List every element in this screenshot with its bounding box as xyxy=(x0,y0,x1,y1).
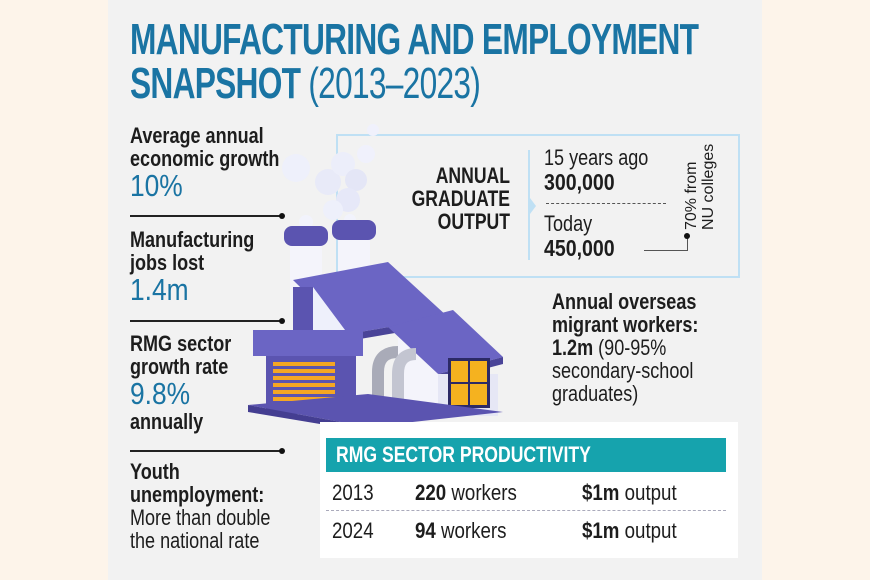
stat-rmg-growth: RMG sector growth rate 9.8% annually xyxy=(130,332,290,433)
today-value: 450,000 xyxy=(544,235,615,261)
connector-line xyxy=(687,236,688,251)
stat-label: growth rate xyxy=(130,354,229,379)
workers-num: 94 xyxy=(415,518,436,543)
workers-label: workers xyxy=(451,480,517,505)
stat-suffix: annually xyxy=(130,409,204,434)
arrow-right-icon xyxy=(530,198,536,214)
graduate-output-title: ANNUAL GRADUATE OUTPUT xyxy=(412,164,510,233)
stat-label: RMG sector xyxy=(130,331,232,356)
infographic-panel: MANUFACTURING AND EMPLOYMENT SNAPSHOT (2… xyxy=(108,0,762,580)
graduates-past: 15 years ago 300,000 xyxy=(544,145,671,195)
stat-detail: More than double xyxy=(130,505,271,530)
output-label: output xyxy=(624,480,677,505)
title-line: ANNUAL xyxy=(435,163,510,188)
graduate-output-box: ANNUAL GRADUATE OUTPUT 15 years ago 300,… xyxy=(336,134,740,278)
stat-value: 10% xyxy=(130,168,183,203)
graduates-today: Today 450,000 xyxy=(544,211,627,261)
page-title: MANUFACTURING AND EMPLOYMENT SNAPSHOT (2… xyxy=(130,15,699,106)
stat-value: 1.4m xyxy=(130,272,189,307)
title-line: GRADUATE xyxy=(411,186,510,211)
row-year: 2024 xyxy=(332,518,374,543)
past-label: 15 years ago xyxy=(544,145,649,170)
stat-youth-unemployment: Youth unemployment: More than double the… xyxy=(130,460,290,552)
note-line: NU colleges xyxy=(700,143,717,230)
dashed-divider xyxy=(546,203,666,204)
stat-jobs-lost: Manufacturing jobs lost 1.4m xyxy=(130,228,290,306)
migrant-label: migrant workers: xyxy=(552,312,699,337)
stat-economic-growth: Average annual economic growth 10% xyxy=(130,124,290,202)
stat-label: Youth xyxy=(130,459,180,484)
factory-illustration-icon xyxy=(248,124,503,432)
stat-label: jobs lost xyxy=(130,250,205,275)
connector-line xyxy=(644,250,688,251)
row-year: 2013 xyxy=(332,480,374,505)
title-line-1: MANUFACTURING AND EMPLOYMENT xyxy=(130,15,699,64)
divider xyxy=(130,448,285,454)
productivity-table: RMG SECTOR PRODUCTIVITY 2013 220 workers… xyxy=(320,422,738,558)
stat-label: unemployment: xyxy=(130,482,265,507)
row-workers: 220 workers xyxy=(415,476,517,510)
output-num: $1m xyxy=(582,518,620,543)
title-line-2: SNAPSHOT (2013–2023) xyxy=(130,62,698,106)
migrant-value-line: 1.2m (90-95% xyxy=(552,336,698,359)
title-years: (2013–2023) xyxy=(308,59,481,108)
migrant-detail: (90-95% xyxy=(598,335,667,360)
row-output: $1m output xyxy=(582,514,677,548)
migrant-label: Annual overseas xyxy=(552,289,697,314)
dashed-divider xyxy=(326,510,726,511)
migrant-workers: Annual overseas migrant workers: 1.2m (9… xyxy=(552,290,731,405)
workers-label: workers xyxy=(441,518,507,543)
migrant-value: 1.2m xyxy=(552,335,594,360)
output-num: $1m xyxy=(582,480,620,505)
title-bold: SNAPSHOT xyxy=(130,59,301,108)
output-label: output xyxy=(624,518,677,543)
stat-detail: the national rate xyxy=(130,528,260,553)
today-label: Today xyxy=(544,211,593,236)
productivity-header-text: RMG SECTOR PRODUCTIVITY xyxy=(336,442,591,467)
row-workers: 94 workers xyxy=(415,514,506,548)
title-line: OUTPUT xyxy=(437,209,510,234)
divider xyxy=(130,213,285,219)
productivity-header: RMG SECTOR PRODUCTIVITY xyxy=(326,438,726,472)
table-row: 2013 220 workers $1m output xyxy=(332,476,726,510)
nu-colleges-note: 70% from NU colleges xyxy=(683,144,717,230)
connector-dot xyxy=(684,233,690,239)
divider xyxy=(130,318,285,324)
stat-value: 9.8% xyxy=(130,376,191,411)
note-line: 70% from xyxy=(683,161,700,230)
migrant-detail: graduates) xyxy=(552,381,639,406)
vertical-divider xyxy=(528,150,530,260)
row-output: $1m output xyxy=(582,476,677,510)
workers-num: 220 xyxy=(415,480,447,505)
stat-label: Manufacturing xyxy=(130,227,255,252)
stat-label: economic growth xyxy=(130,146,280,171)
table-row: 2024 94 workers $1m output xyxy=(332,514,726,548)
stat-label: Average annual xyxy=(130,123,264,148)
migrant-detail: secondary-school xyxy=(552,358,694,383)
past-value: 300,000 xyxy=(544,169,615,195)
